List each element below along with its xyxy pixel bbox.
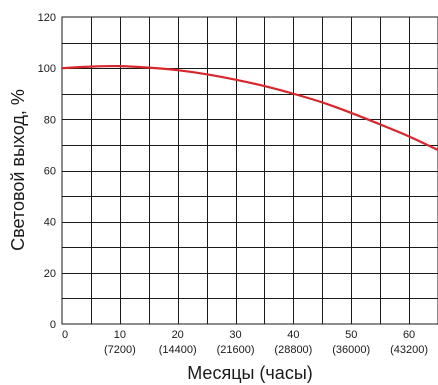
- y-tick-label: 100: [38, 63, 56, 75]
- y-tick-label: 60: [44, 166, 56, 178]
- plot-frame: [61, 16, 438, 325]
- x-tick-sublabel: (43200): [390, 344, 428, 356]
- x-tick-sublabel: (36000): [332, 344, 370, 356]
- x-tick-label: 60: [403, 329, 415, 341]
- y-tick-label: 0: [50, 319, 56, 331]
- y-tick-label: 80: [44, 114, 56, 126]
- series-line: [60, 64, 438, 152]
- y-tick-label: 20: [44, 268, 56, 280]
- x-tick-label: 50: [345, 329, 357, 341]
- y-axis-title: Световой выход, %: [8, 89, 28, 251]
- x-tick-label: 0: [62, 329, 68, 341]
- x-tick-label: 40: [287, 329, 299, 341]
- y-tick-label: 40: [44, 217, 56, 229]
- grid: [62, 17, 438, 324]
- x-tick-label: 30: [229, 329, 241, 341]
- x-tick-sublabel: (28800): [274, 344, 312, 356]
- x-tick-labels: 0 10 (7200) 20 (14400) 30 (21600) 40 (28800) 50 (3…: [62, 329, 428, 356]
- x-tick-label: 20: [172, 329, 184, 341]
- x-tick-label: 10: [114, 329, 126, 341]
- x-axis-title: Месяцы (часы): [187, 363, 313, 383]
- x-tick-sublabel: (14400): [159, 344, 197, 356]
- y-tick-label: 120: [38, 12, 56, 24]
- x-tick-sublabel: (21600): [217, 344, 255, 356]
- y-tick-labels: 0 20 40 60 80 100 120: [38, 12, 56, 331]
- series-layer: [60, 64, 438, 152]
- x-tick-sublabel: (7200): [104, 344, 136, 356]
